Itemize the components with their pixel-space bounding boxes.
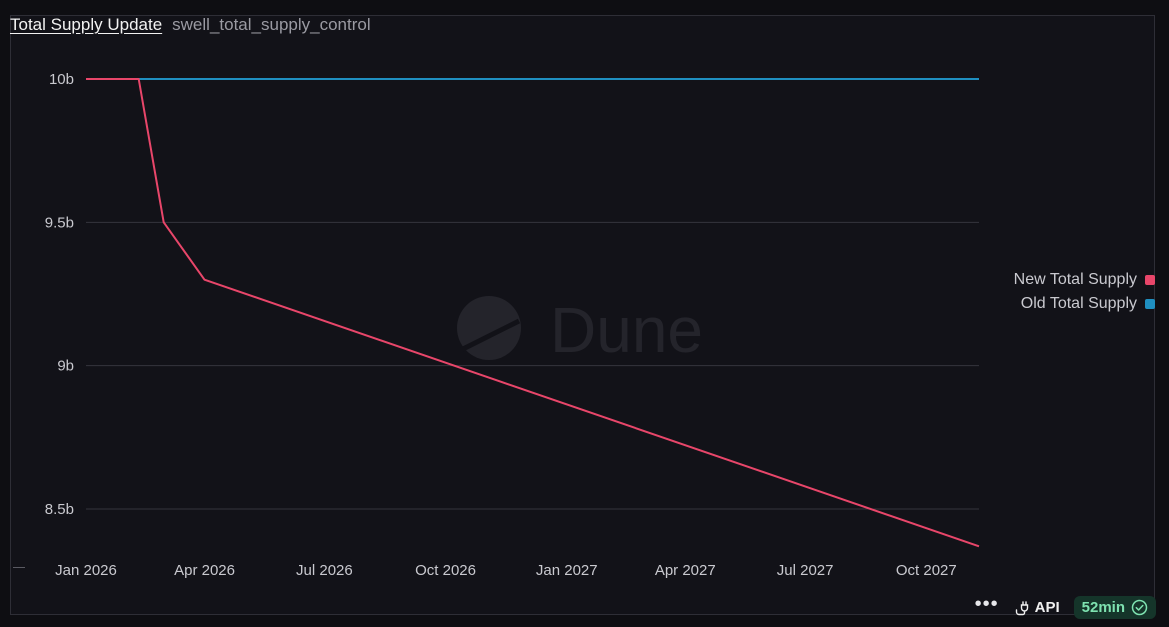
legend-swatch	[1145, 275, 1155, 285]
legend: New Total Supply Old Total Supply	[955, 268, 1155, 316]
grid-lines	[86, 78, 979, 510]
chart-panel	[10, 15, 1155, 615]
freshness-badge: 52min	[1073, 596, 1156, 619]
legend-item-new-total-supply[interactable]: New Total Supply	[955, 268, 1155, 292]
dune-watermark: Dune	[457, 294, 703, 366]
legend-item-old-total-supply[interactable]: Old Total Supply	[955, 292, 1155, 316]
x-tick-label: Jan 2027	[536, 562, 598, 579]
dune-logo-icon	[457, 296, 521, 360]
divider	[13, 567, 25, 568]
x-tick-label: Oct 2026	[415, 562, 476, 579]
y-tick-label: 9b	[57, 358, 74, 375]
y-tick-label: 10b	[49, 71, 74, 88]
x-tick-label: Apr 2026	[174, 562, 235, 579]
series-lines	[86, 78, 980, 548]
y-tick-label: 8.5b	[45, 501, 74, 518]
y-tick-label: 9.5b	[45, 214, 74, 231]
series-line-new-total-supply	[86, 78, 980, 548]
x-tick-label: Jul 2026	[296, 562, 353, 579]
check-circle-icon	[1131, 599, 1148, 616]
legend-swatch	[1145, 299, 1155, 309]
x-tick-label: Jul 2027	[777, 562, 834, 579]
chart-footer: ••• API 52min	[974, 592, 1156, 619]
chart-header: Total Supply Update swell_total_supply_c…	[10, 15, 371, 37]
x-tick-label: Apr 2027	[655, 562, 716, 579]
legend-label: Old Total Supply	[1020, 295, 1137, 312]
watermark-text: Dune	[550, 294, 703, 366]
api-button[interactable]: API	[1013, 599, 1060, 616]
x-tick-label: Oct 2027	[896, 562, 957, 579]
y-axis-ticks: 8.5b 9b 9.5b 10b	[45, 71, 74, 518]
x-axis-ticks: Jan 2026 Apr 2026 Jul 2026 Oct 2026 Jan 2027…	[55, 562, 957, 579]
freshness-label: 52min	[1081, 599, 1125, 616]
plug-icon	[1015, 600, 1028, 615]
legend-label: New Total Supply	[1013, 271, 1137, 288]
api-label: API	[1034, 599, 1060, 616]
query-name: swell_total_supply_control	[172, 15, 371, 34]
more-options-icon[interactable]: •••	[974, 592, 999, 615]
x-tick-label: Jan 2026	[55, 562, 117, 579]
chart-title-link[interactable]: Total Supply Update	[10, 15, 163, 34]
